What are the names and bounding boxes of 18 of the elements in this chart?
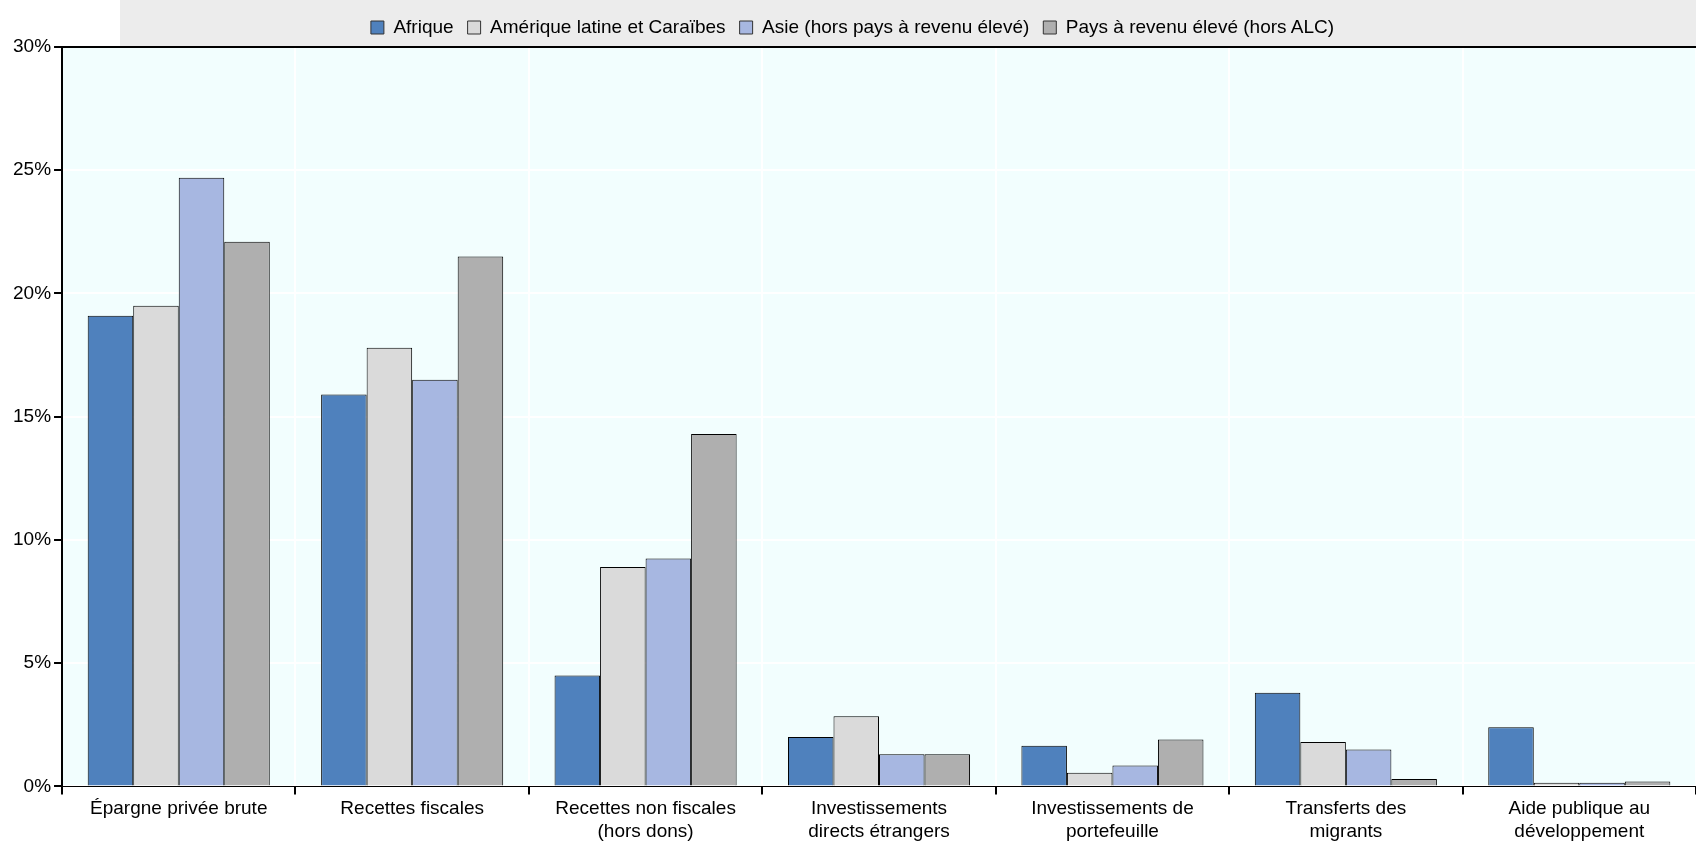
legend-label: Afrique (393, 15, 454, 37)
x-tick-label: Transferts des migrants (1285, 797, 1407, 841)
x-tick-label: Recettes non fiscales (hors dons) (555, 797, 736, 841)
x-tick-label: Recettes fiscales (340, 797, 484, 819)
x-tick-label: Investissements directs étrangers (808, 797, 950, 841)
y-tick-label: 20% (13, 281, 52, 303)
y-tick-label: 25% (13, 158, 52, 180)
y-tick-label: 15% (13, 404, 52, 426)
y-tick-label: 10% (13, 528, 52, 550)
y-tick-label: 30% (13, 35, 52, 57)
y-tick-label: 0% (23, 774, 52, 796)
x-tick-label: Investissements de portefeuille (1031, 797, 1194, 841)
y-tick-label: 5% (23, 651, 52, 673)
x-tick-label: Épargne privée brute (90, 797, 268, 819)
legend-label: Amérique latine et Caraïbes (490, 15, 726, 37)
legend-label: Asie (hors pays à revenu élevé) (762, 15, 1030, 37)
legend-label: Pays à revenu élevé (hors ALC) (1065, 15, 1335, 37)
x-tick-label: Aide publique au développement (1508, 797, 1651, 841)
